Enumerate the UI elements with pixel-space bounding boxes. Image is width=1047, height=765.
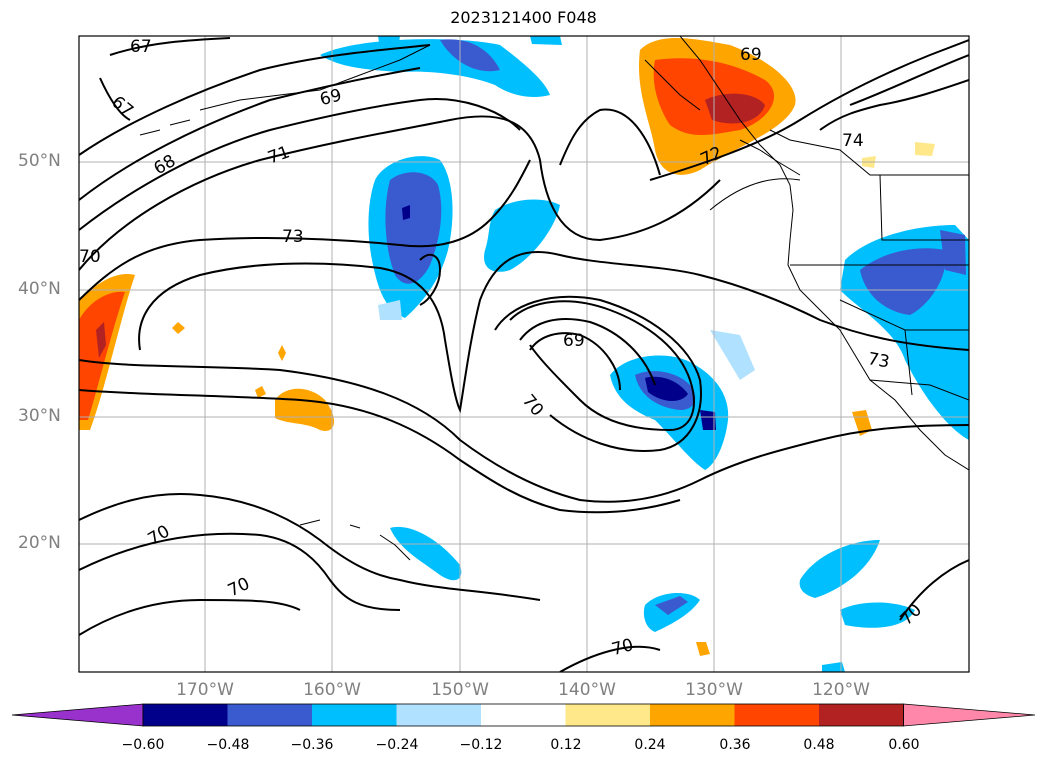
colorbar-segment (227, 704, 313, 726)
contour-label: 74 (842, 131, 864, 151)
colorbar-tick-label: −0.48 (206, 737, 250, 753)
contour-label: 73 (866, 349, 891, 372)
colorbar-tick-label: 0.48 (803, 737, 835, 753)
lon-label-120w: 120°W (812, 680, 870, 700)
contour-label: 69 (318, 85, 344, 110)
lat-label-50n: 50°N (18, 151, 61, 171)
colorbar-tick-label: 0.36 (719, 737, 751, 753)
contour-label: 68 (150, 151, 179, 179)
colorbar-segment (734, 704, 820, 726)
lon-label-140w: 140°W (558, 680, 616, 700)
map-area: 67 67 68 69 69 70 71 72 73 73 74 69 70 7… (79, 36, 969, 672)
contour-label: 70 (225, 574, 253, 601)
colorbar-tick-label: −0.12 (459, 737, 503, 753)
lat-label-40n: 40°N (18, 279, 61, 299)
colorbar-tick-label: −0.60 (121, 737, 165, 753)
colorbar-segment (650, 704, 735, 726)
contour-label: 67 (107, 92, 136, 121)
contour-label: 70 (145, 522, 174, 550)
contour-label-group: 67 67 68 69 69 70 71 72 73 73 74 69 70 7… (79, 37, 926, 660)
colorbar-segment (481, 704, 566, 726)
lon-label-150w: 150°W (431, 680, 489, 700)
contour-label: 69 (740, 45, 762, 65)
lat-label-30n: 30°N (18, 406, 61, 426)
colorbar-tick-label: −0.36 (290, 737, 334, 753)
lat-label-20n: 20°N (18, 533, 61, 553)
contour-label: 67 (130, 37, 152, 57)
colorbar-segment (565, 704, 651, 726)
contour-label: 70 (897, 600, 926, 629)
colorbar-tick-label: 0.24 (634, 737, 666, 753)
colorbar-tick-label: 0.60 (888, 737, 920, 753)
colorbar-tick-label: 0.12 (550, 737, 582, 753)
lon-label-170w: 170°W (176, 680, 234, 700)
colorbar-segment (143, 704, 228, 726)
colorbar-frame (142, 703, 904, 727)
coastlines (139, 36, 969, 561)
map-title: 2023121400 F048 (450, 8, 597, 27)
colorbar-segment (312, 704, 397, 726)
contour-label: 71 (265, 142, 292, 168)
height-contours (79, 37, 969, 672)
contour-label: 69 (563, 331, 585, 351)
graticule (79, 36, 969, 672)
lon-label-160w: 160°W (303, 680, 361, 700)
contour-label: 70 (518, 391, 547, 420)
contour-label: 70 (79, 247, 101, 267)
colorbar-segment (396, 704, 482, 726)
colorbar-tick-label: −0.24 (375, 737, 419, 753)
map-frame (78, 35, 970, 673)
colorbar (11, 703, 1036, 727)
colorbar-segment (819, 704, 904, 726)
contour-label: 73 (282, 227, 304, 247)
colorbar-extend-low (11, 703, 144, 727)
contour-label: 70 (610, 635, 636, 660)
lon-label-130w: 130°W (685, 680, 743, 700)
colorbar-extend-high (903, 703, 1036, 727)
